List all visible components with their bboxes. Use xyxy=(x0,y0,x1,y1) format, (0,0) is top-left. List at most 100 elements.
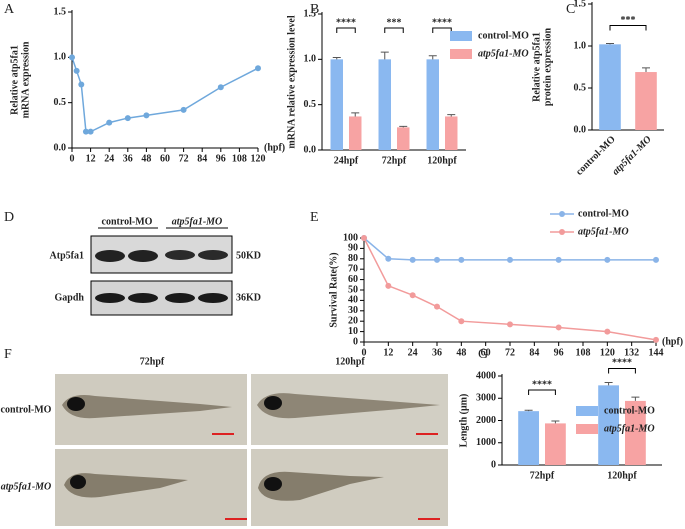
legend-label: atp5fa1-MO xyxy=(478,48,529,59)
x-tick-label: 0 xyxy=(362,347,367,358)
y-tick-label: 2000 xyxy=(476,415,496,426)
point xyxy=(604,328,611,335)
protein-label: Atp5fa1 xyxy=(50,250,84,261)
x-tick-label: atp5fa1-MO xyxy=(610,134,654,178)
x-tick-label: 120hpf xyxy=(427,155,457,166)
y-tick-label: 90 xyxy=(348,243,358,254)
y-tick-label: 0.0 xyxy=(54,142,67,153)
legend-swatch xyxy=(576,424,598,434)
y-tick-label: 0.5 xyxy=(304,99,317,110)
sig-bracket xyxy=(609,24,647,31)
x-tick-label: 96 xyxy=(216,153,226,164)
legend-swatch xyxy=(450,49,472,59)
sig-bracket xyxy=(432,27,452,33)
legend-swatch xyxy=(559,211,565,217)
y-tick-label: 1.0 xyxy=(304,54,317,65)
bar xyxy=(426,59,439,151)
bar xyxy=(378,59,391,151)
point xyxy=(73,67,80,74)
y-tick-label: 0.5 xyxy=(54,97,67,108)
y-tick-label: 0.5 xyxy=(574,82,587,93)
panel-label: E xyxy=(310,210,319,225)
point xyxy=(604,256,611,263)
point xyxy=(124,115,131,122)
x-tick-label: 48 xyxy=(141,153,151,164)
bar xyxy=(599,44,621,130)
band xyxy=(95,293,125,303)
bar xyxy=(625,400,646,465)
point xyxy=(555,324,562,331)
legend-label: control-MO xyxy=(604,405,655,416)
point xyxy=(555,256,562,263)
y-tick-label: 80 xyxy=(348,253,358,264)
x-tick-label: 96 xyxy=(554,347,564,358)
x-tick-label: 24hpf xyxy=(334,155,359,166)
panel-label: F xyxy=(4,347,12,362)
error-bar xyxy=(524,409,533,412)
y-axis-label: mRNA relative expression level xyxy=(286,15,297,148)
eye xyxy=(70,475,86,489)
sig-label: *** xyxy=(387,17,402,28)
x-tick-label: 84 xyxy=(529,347,539,358)
bar xyxy=(397,127,410,150)
panel-label: C xyxy=(566,2,575,17)
larva xyxy=(62,395,232,419)
y-tick-label: 100 xyxy=(343,232,358,243)
x-tick-label: 60 xyxy=(481,347,491,358)
bar xyxy=(545,423,566,465)
band xyxy=(165,293,195,303)
point xyxy=(385,255,392,262)
point xyxy=(434,256,440,263)
eye xyxy=(264,477,282,491)
point xyxy=(255,65,261,72)
x-tick-label: 12 xyxy=(383,347,393,358)
x-tick-label: 72 xyxy=(505,347,515,358)
error-bar xyxy=(642,67,650,73)
blot-group: atp5fa1-MO xyxy=(172,216,223,227)
sig-bracket xyxy=(336,27,356,33)
y-axis-label: Length (μm) xyxy=(458,394,469,448)
legend-label: control-MO xyxy=(578,208,629,219)
point xyxy=(361,235,367,241)
y-tick-label: 1.0 xyxy=(574,40,587,51)
x-tick-label: 48 xyxy=(456,347,466,358)
y-tick-label: 40 xyxy=(348,295,358,306)
y-tick-label: 1.5 xyxy=(304,8,317,19)
error-bar xyxy=(351,112,360,117)
sig-bracket xyxy=(608,367,636,374)
bar xyxy=(349,116,362,150)
point xyxy=(82,128,89,135)
band xyxy=(198,250,228,260)
blot-group: control-MO xyxy=(102,216,153,227)
y-tick-label: 50 xyxy=(348,284,358,295)
band xyxy=(128,250,158,262)
legend-swatch xyxy=(559,229,565,235)
legend-label: control-MO xyxy=(478,30,529,41)
error-bar xyxy=(551,420,560,424)
sig-label: **** xyxy=(432,17,452,28)
y-axis-label: Survival Rate(%) xyxy=(328,252,339,327)
y-tick-label: 1000 xyxy=(476,437,496,448)
images: 72hpf 120hpf control-MO atp5fa1-MO xyxy=(1,356,448,526)
point xyxy=(106,119,113,126)
y-tick-label: 10 xyxy=(348,326,358,337)
sig-bracket xyxy=(528,389,556,395)
y-axis-label: Relative atp5fa1 xyxy=(9,45,20,115)
point xyxy=(78,81,85,88)
point xyxy=(434,303,440,310)
y-tick-label: 1.0 xyxy=(54,52,67,63)
bar xyxy=(635,72,657,130)
x-tick-label: 144 xyxy=(649,347,664,358)
blot: control-MO atp5fa1-MO Atp5fa1 Gapdh 50KD… xyxy=(50,216,261,316)
x-tick-label: 72hpf xyxy=(382,155,407,166)
point xyxy=(69,54,75,61)
y-tick-label: 30 xyxy=(348,305,358,316)
y-tick-label: 0 xyxy=(491,459,496,470)
point xyxy=(180,106,187,113)
y-tick-label: 70 xyxy=(348,263,358,274)
x-tick-label: 108 xyxy=(576,347,591,358)
x-tick-label: 0 xyxy=(70,153,75,164)
y-tick-label: 0 xyxy=(353,336,358,347)
point xyxy=(458,318,465,325)
